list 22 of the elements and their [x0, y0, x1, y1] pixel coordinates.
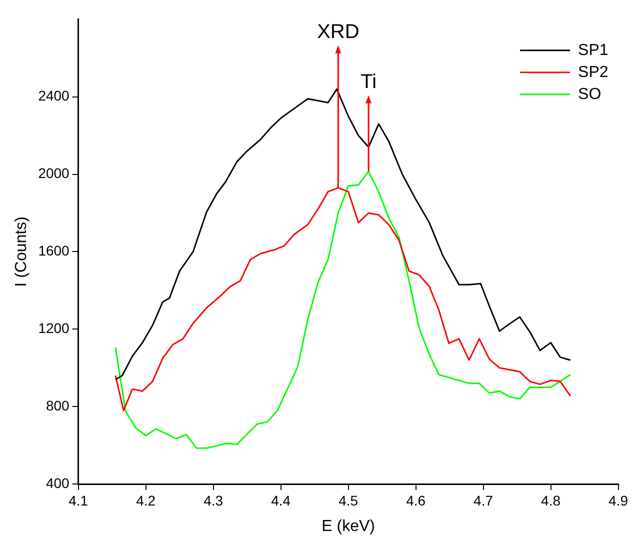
y-axis-title: I (Counts) — [13, 216, 30, 287]
y-tick-label: 2000 — [38, 165, 70, 182]
x-tick-label: 4.8 — [541, 492, 561, 508]
x-tick-label: 4.6 — [406, 492, 426, 508]
annotation: XRD — [317, 20, 360, 43]
y-tick-label: 800 — [46, 397, 70, 414]
x-tick-label: 4.1 — [68, 492, 88, 508]
legend-label: SO — [578, 86, 602, 103]
x-tick-label: 4.7 — [474, 492, 494, 508]
legend-label: SP1 — [578, 42, 608, 59]
x-tick-label: 4.9 — [608, 492, 628, 508]
annotation: Ti — [360, 70, 377, 93]
legend-label: SP2 — [578, 64, 608, 81]
y-tick-label: 400 — [46, 474, 70, 491]
y-tick-label: 1200 — [38, 320, 70, 336]
x-tick-label: 4.5 — [338, 492, 358, 508]
x-tick-label: 4.4 — [271, 492, 291, 508]
x-tick-label: 4.3 — [204, 492, 224, 508]
y-tick-label: 2400 — [38, 88, 70, 104]
x-axis-title: E (keV) — [322, 518, 375, 535]
y-tick-label: 1600 — [38, 242, 70, 259]
x-tick-label: 4.2 — [136, 492, 156, 508]
